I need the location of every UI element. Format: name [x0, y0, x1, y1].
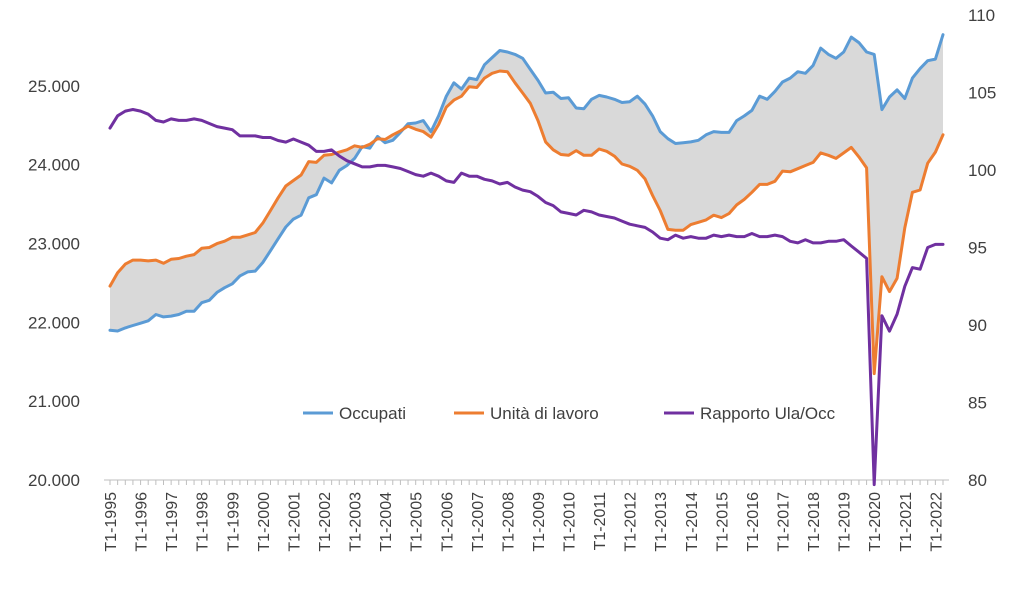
y-right-tick-label: 90 [968, 316, 987, 335]
y-axis-right: 80 85 90 95 100 105 110 [968, 6, 996, 490]
y-left-tick-label: 23.000 [28, 235, 80, 254]
x-tick-label: T1-2012 [623, 492, 640, 552]
y-right-tick-label: 110 [968, 6, 995, 25]
x-tick-label: T1-2013 [653, 492, 670, 552]
x-tick-label: T1-1995 [103, 492, 120, 552]
legend-label: Unità di lavoro [490, 404, 599, 423]
x-tick-label: T1-2003 [348, 492, 365, 552]
x-tick-label: T1-1999 [225, 492, 242, 552]
x-tick-label: T1-2022 [928, 492, 945, 552]
y-left-tick-label: 20.000 [28, 471, 80, 490]
y-right-tick-label: 100 [968, 161, 996, 180]
x-tick-label: T1-2019 [837, 492, 854, 552]
series-lines [108, 33, 945, 487]
series-line-unit-di-lavoro [108, 69, 945, 376]
series-line-rapporto-ula-occ [108, 108, 945, 487]
x-tick-label: T1-1998 [195, 492, 212, 552]
x-tick-label: T1-1997 [164, 492, 181, 552]
x-tick-label: T1-2004 [378, 492, 395, 552]
legend-label: Occupati [339, 404, 406, 423]
x-axis-tick-labels: T1-1995 T1-1996 T1-1997 T1-1998 T1-1999 T1-20… [103, 492, 945, 552]
x-tick-label: T1-2015 [714, 492, 731, 552]
x-tick-label: T1-2009 [531, 492, 548, 552]
legend-label: Rapporto Ula/Occ [700, 404, 836, 423]
x-tick-label: T1-2006 [439, 492, 456, 552]
x-tick-label: T1-2001 [286, 492, 303, 552]
y-left-tick-label: 21.000 [28, 392, 80, 411]
x-tick-label: T1-2002 [317, 492, 334, 552]
x-tick-label: T1-2016 [745, 492, 762, 552]
x-tick-label: T1-2000 [256, 492, 273, 552]
x-tick-label: T1-1996 [134, 492, 151, 552]
x-tick-label: T1-2007 [470, 492, 487, 552]
y-left-tick-label: 22.000 [28, 313, 80, 332]
shaded-gap-area [110, 34, 943, 374]
shaded-area [110, 34, 943, 374]
y-right-tick-label: 105 [968, 84, 996, 103]
x-axis [104, 479, 949, 485]
x-tick-label: T1-2017 [776, 492, 793, 552]
series-line-occupati [108, 33, 945, 333]
y-axis-left: 20.000 21.000 22.000 23.000 24.000 25.000 [28, 77, 80, 490]
legend: Occupati Unità di lavoro Rapporto Ula/Occ [303, 404, 836, 423]
y-right-tick-label: 85 [968, 394, 987, 413]
y-right-tick-label: 80 [968, 471, 987, 490]
x-tick-label: T1-2005 [409, 492, 426, 552]
x-tick-label: T1-2018 [806, 492, 823, 552]
y-left-tick-label: 25.000 [28, 77, 80, 96]
x-tick-label: T1-2020 [867, 492, 884, 552]
x-tick-label: T1-2014 [684, 492, 701, 552]
x-tick-label: T1-2011 [592, 492, 609, 551]
y-left-tick-label: 24.000 [28, 156, 80, 175]
x-tick-label: T1-2008 [500, 492, 517, 552]
y-right-tick-label: 95 [968, 239, 987, 258]
x-tick-label: T1-2010 [562, 492, 579, 552]
x-tick-label: T1-2021 [898, 492, 915, 552]
